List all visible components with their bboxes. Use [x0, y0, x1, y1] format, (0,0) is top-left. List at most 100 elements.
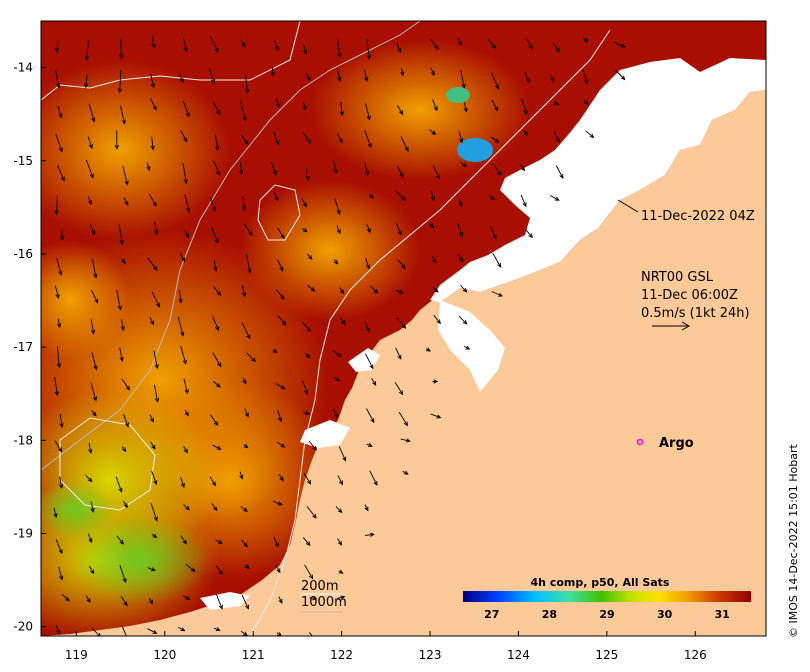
current-vector-head	[401, 196, 406, 202]
current-vector-head	[436, 174, 440, 180]
current-vector-head	[54, 210, 59, 216]
current-vector	[458, 198, 462, 207]
current-vector-head	[400, 71, 405, 77]
current-vector-head	[248, 231, 253, 236]
current-vector-head	[150, 320, 154, 326]
current-vector-head	[436, 319, 441, 325]
current-vector-head	[559, 173, 564, 179]
current-vector	[553, 131, 560, 143]
current-vector	[119, 347, 123, 361]
current-vector-head	[490, 195, 495, 201]
current-vector	[277, 315, 287, 326]
current-vector-head	[620, 43, 626, 48]
current-vector	[58, 566, 63, 580]
cloud-mask	[200, 592, 250, 610]
current-vector-head	[243, 443, 249, 449]
current-vector	[150, 503, 158, 521]
current-vector-head	[58, 483, 64, 490]
current-vector	[615, 69, 626, 80]
current-vector	[519, 163, 525, 171]
current-vector-head	[89, 173, 94, 179]
current-vector-head	[491, 44, 497, 50]
current-vector-head	[213, 266, 218, 272]
current-vector	[460, 285, 467, 293]
current-vector	[336, 67, 341, 82]
current-vector-head	[528, 233, 533, 239]
current-vector-head	[251, 357, 256, 363]
current-vector-head	[57, 447, 63, 453]
current-vector-head	[146, 166, 151, 172]
current-vector-head	[181, 257, 186, 263]
current-vector-head	[54, 391, 60, 397]
current-vector	[301, 198, 307, 207]
current-vector-head	[312, 596, 318, 601]
current-vector-head	[522, 202, 527, 208]
current-vector	[395, 289, 403, 294]
current-vector-head	[432, 258, 437, 264]
current-vector	[91, 627, 101, 636]
current-vector	[304, 564, 313, 579]
current-vector	[307, 253, 313, 260]
current-vector-head	[124, 422, 129, 428]
current-vector	[400, 67, 404, 76]
current-vector-head	[306, 479, 312, 485]
current-vector-head	[364, 76, 369, 82]
current-vector	[525, 229, 533, 238]
lon-tick-label: 123	[419, 648, 442, 662]
current-vector	[302, 537, 311, 546]
current-vector	[396, 42, 401, 53]
current-vector-head	[312, 445, 317, 451]
current-vector-head	[120, 326, 125, 332]
current-vector-head	[87, 477, 93, 483]
current-vector-head	[121, 447, 127, 453]
current-vectors	[53, 36, 626, 636]
current-vector	[179, 289, 182, 303]
sst-warm-region	[41, 240, 130, 360]
current-vector-head	[430, 196, 435, 202]
current-vector	[57, 318, 61, 328]
colorbar-ticks: 27 28 29 30 31	[484, 608, 730, 621]
current-vector	[57, 105, 62, 118]
current-vector-head	[523, 109, 528, 115]
current-vector-head	[90, 507, 95, 513]
current-vector-head	[242, 116, 247, 122]
current-vector-head	[342, 456, 347, 462]
current-vector	[212, 101, 220, 115]
current-vector	[336, 38, 341, 57]
current-vector-head	[218, 570, 223, 576]
current-vector	[209, 197, 216, 211]
current-vector-head	[239, 170, 244, 176]
current-vector-head	[241, 42, 246, 48]
current-vector-head	[150, 83, 155, 89]
current-vector-head	[340, 595, 346, 600]
current-vector	[364, 533, 374, 536]
current-vector	[239, 100, 246, 121]
colorbar-tick-label: 27	[484, 608, 499, 621]
current-vector-head	[243, 542, 248, 548]
current-vector-head	[367, 142, 372, 148]
current-vector	[90, 318, 95, 334]
current-vector-head	[431, 130, 437, 136]
current-vector	[85, 595, 91, 603]
current-vector-head	[369, 364, 374, 370]
current-vector	[59, 476, 63, 489]
current-vector	[398, 259, 406, 269]
current-vector-head	[494, 138, 500, 143]
lon-tick-label: 125	[595, 648, 618, 662]
current-vector	[210, 414, 218, 426]
current-vector	[397, 166, 404, 178]
current-vector	[56, 195, 58, 215]
pass-time-leader	[617, 199, 639, 213]
current-vector-head	[333, 259, 339, 265]
current-vector-head	[397, 48, 402, 53]
current-vector-head	[336, 229, 341, 235]
current-vector-head	[245, 604, 249, 610]
current-vector	[397, 105, 403, 115]
current-vector-head	[493, 106, 498, 112]
current-vector	[212, 316, 219, 331]
current-vector-head	[433, 106, 438, 112]
current-vector	[123, 413, 129, 427]
current-vector-head	[216, 109, 221, 115]
current-vector-head	[366, 115, 371, 121]
current-vector-head	[64, 596, 70, 602]
